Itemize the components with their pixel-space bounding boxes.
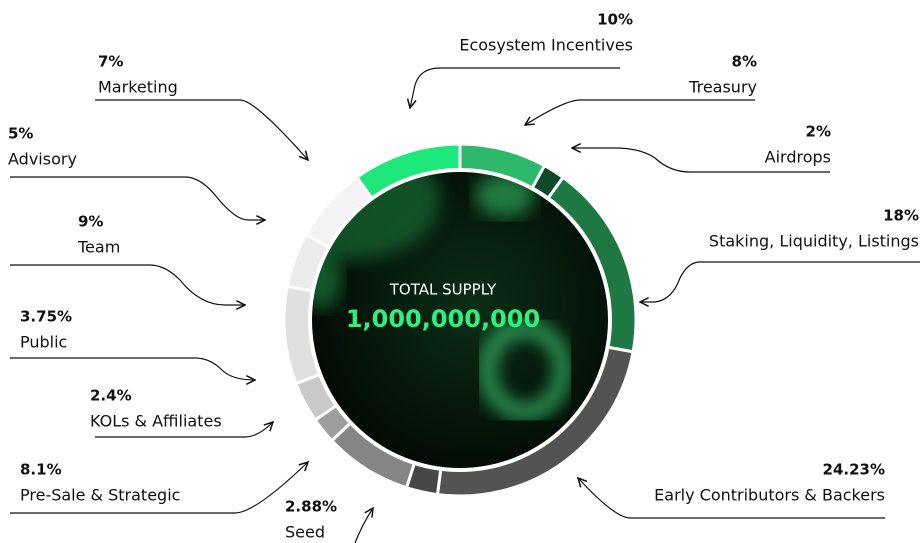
- leader-line: [354, 508, 373, 543]
- leader-line: [572, 148, 830, 173]
- percent-label: 5%: [8, 125, 33, 143]
- category-label: KOLs & Affiliates: [90, 412, 222, 431]
- percent-label: 8.1%: [20, 461, 62, 479]
- percent-label: 18%: [883, 207, 919, 225]
- category-label: Team: [77, 238, 120, 257]
- leader-line: [95, 99, 308, 160]
- category-label: Ecosystem Incentives: [459, 36, 633, 55]
- category-label: Airdrops: [765, 148, 831, 167]
- category-label: Early Contributors & Backers: [654, 486, 885, 505]
- percent-label: 3.75%: [20, 308, 72, 326]
- leader-line: [10, 357, 255, 380]
- percent-label: 8%: [732, 53, 757, 71]
- leader-line: [640, 261, 920, 302]
- category-label: Staking, Liquidity, Listings: [709, 232, 919, 251]
- percent-label: 24.23%: [823, 461, 885, 479]
- leader-line: [10, 176, 265, 220]
- percent-label: 7%: [98, 53, 123, 71]
- percent-label: 2%: [806, 123, 831, 141]
- center-value: 1,000,000,000: [346, 305, 540, 333]
- category-label: Treasury: [688, 78, 757, 97]
- leader-line: [525, 99, 755, 125]
- leader-line: [10, 264, 245, 305]
- category-label: Advisory: [8, 150, 77, 169]
- leader-line: [95, 422, 273, 438]
- percent-label: 10%: [597, 11, 633, 29]
- leader-line: [578, 478, 885, 519]
- category-label: Pre-Sale & Strategic: [20, 486, 180, 505]
- center-label: TOTAL SUPPLY: [389, 281, 497, 299]
- leader-line: [410, 67, 620, 108]
- leader-line: [10, 462, 308, 514]
- percent-label: 9%: [78, 213, 103, 231]
- category-label: Marketing: [98, 78, 178, 97]
- category-label: Public: [20, 333, 67, 352]
- percent-label: 2.88%: [285, 498, 337, 516]
- category-label: Seed: [285, 523, 325, 542]
- center-disc: [310, 170, 610, 470]
- center-border: [308, 168, 612, 472]
- percent-label: 2.4%: [90, 387, 132, 405]
